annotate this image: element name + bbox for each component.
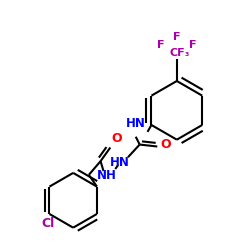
Text: F: F (158, 40, 165, 50)
Text: Cl: Cl (41, 217, 54, 230)
Text: O: O (160, 138, 171, 151)
Text: HN: HN (126, 117, 146, 130)
Text: O: O (111, 132, 122, 144)
Text: F: F (189, 40, 196, 50)
Text: NH: NH (97, 169, 117, 182)
Text: HN: HN (110, 156, 130, 169)
Text: F: F (173, 32, 180, 42)
Text: CF: CF (169, 48, 185, 58)
Text: ₃: ₃ (185, 48, 189, 58)
